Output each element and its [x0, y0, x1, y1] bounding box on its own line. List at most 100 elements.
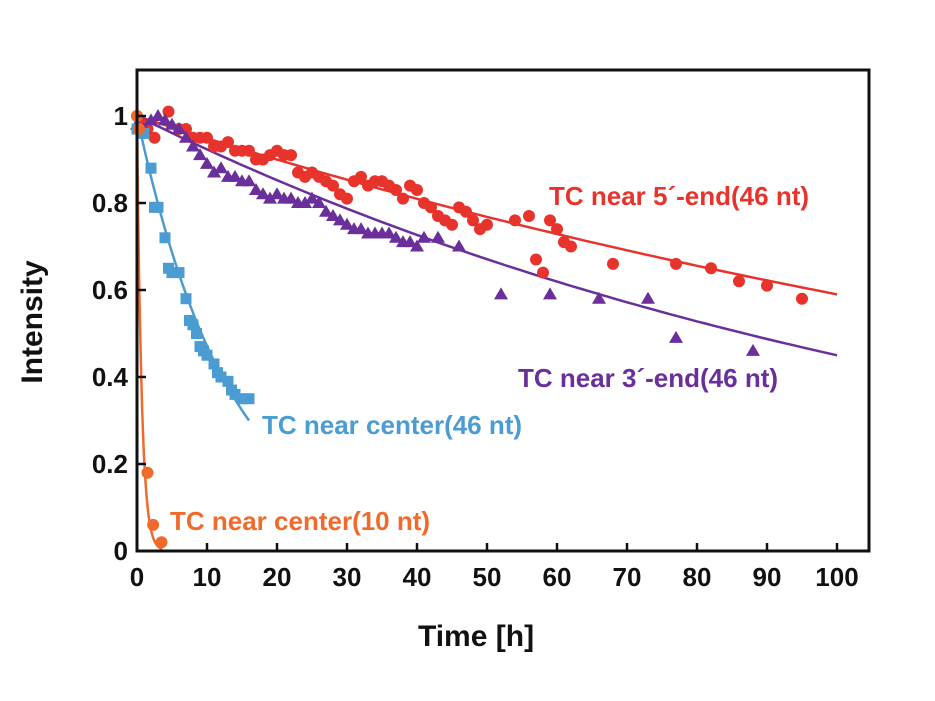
data-point — [187, 319, 199, 331]
data-points — [130, 105, 808, 549]
data-point — [333, 213, 347, 226]
data-point — [200, 156, 214, 169]
x-tick-label: 70 — [613, 562, 642, 592]
data-point — [390, 183, 402, 196]
data-point — [207, 165, 221, 178]
data-point — [270, 187, 284, 200]
data-point — [158, 113, 172, 126]
data-point — [354, 222, 368, 235]
x-tick-label: 30 — [333, 562, 362, 592]
data-point — [481, 218, 493, 231]
data-point — [543, 287, 557, 300]
data-point — [355, 170, 367, 183]
data-point — [133, 123, 146, 136]
data-point — [263, 191, 277, 204]
data-point — [544, 214, 556, 227]
data-point — [151, 109, 165, 121]
data-point — [159, 232, 171, 244]
label-5-end-46nt: TC near 5´-end(46 nt) — [549, 181, 809, 211]
data-point — [327, 179, 339, 192]
data-point — [537, 266, 549, 279]
data-point — [148, 131, 161, 144]
data-point — [509, 214, 521, 227]
label-center-10nt: TC near center(10 nt) — [170, 506, 430, 536]
y-tick-label: 0 — [114, 536, 128, 566]
data-point — [284, 191, 298, 204]
x-tick-label: 20 — [263, 562, 292, 592]
series-1 — [130, 109, 760, 356]
y-tick-label: 0.6 — [92, 275, 128, 305]
data-point — [796, 292, 808, 305]
data-point — [452, 239, 466, 252]
data-point — [523, 210, 535, 223]
data-point — [215, 371, 227, 383]
data-point — [186, 139, 200, 152]
label-3-end-46nt: TC near 3´-end(46 nt) — [518, 363, 778, 393]
data-point — [144, 113, 158, 126]
data-point — [341, 192, 353, 205]
data-point — [417, 230, 431, 243]
data-point — [340, 217, 354, 230]
data-point — [152, 201, 164, 213]
data-point — [397, 192, 409, 205]
plot-frame — [135, 68, 871, 553]
data-point — [236, 393, 248, 405]
data-point — [138, 127, 150, 139]
data-point — [193, 148, 207, 161]
x-axis-title: Time [h] — [418, 620, 534, 653]
data-point — [147, 518, 160, 531]
data-point — [173, 267, 185, 279]
data-point — [705, 262, 717, 275]
data-point — [467, 214, 479, 227]
data-point — [201, 349, 213, 361]
y-tick-label: 0.2 — [92, 449, 128, 479]
x-tick-label: 80 — [683, 562, 712, 592]
x-axis: 0 10 20 30 40 50 60 70 80 90 100 — [130, 543, 859, 592]
data-point — [166, 267, 178, 279]
data-point — [607, 257, 619, 270]
data-point — [494, 287, 508, 300]
data-point — [172, 122, 186, 135]
data-point — [305, 191, 319, 204]
data-point — [389, 230, 403, 243]
data-point — [551, 223, 563, 236]
x-tick-label: 50 — [473, 562, 502, 592]
series-3 — [131, 110, 168, 549]
data-point — [761, 279, 773, 292]
x-tick-label: 60 — [543, 562, 572, 592]
data-point — [285, 149, 297, 162]
x-tick-label: 0 — [130, 562, 144, 592]
data-point — [733, 275, 745, 288]
series-0 — [131, 105, 808, 305]
y-tick-label: 0.8 — [92, 188, 128, 218]
data-point — [425, 201, 437, 214]
data-point — [208, 358, 220, 370]
data-point — [319, 204, 333, 217]
data-point — [165, 117, 179, 130]
data-point — [243, 144, 255, 157]
data-point — [201, 131, 213, 144]
data-point — [145, 162, 157, 174]
label-center-46nt: TC near center(46 nt) — [262, 410, 522, 440]
data-point — [410, 239, 424, 252]
data-point — [228, 169, 242, 182]
data-point — [214, 161, 228, 174]
fit-curve-1 — [136, 114, 838, 357]
data-point — [191, 328, 202, 339]
y-axis-title: Intensity — [16, 260, 49, 384]
data-point — [155, 536, 168, 549]
data-point — [256, 187, 270, 200]
data-point — [592, 291, 606, 304]
data-point — [141, 466, 154, 479]
data-point — [222, 375, 234, 387]
y-tick-label: 0.4 — [92, 362, 129, 392]
data-point — [242, 174, 256, 187]
data-point — [446, 218, 458, 231]
x-tick-label: 40 — [403, 562, 432, 592]
y-tick-label: 1 — [114, 101, 128, 131]
data-point — [222, 136, 234, 149]
data-point — [411, 183, 423, 196]
data-point — [669, 330, 683, 343]
data-point — [431, 230, 445, 243]
